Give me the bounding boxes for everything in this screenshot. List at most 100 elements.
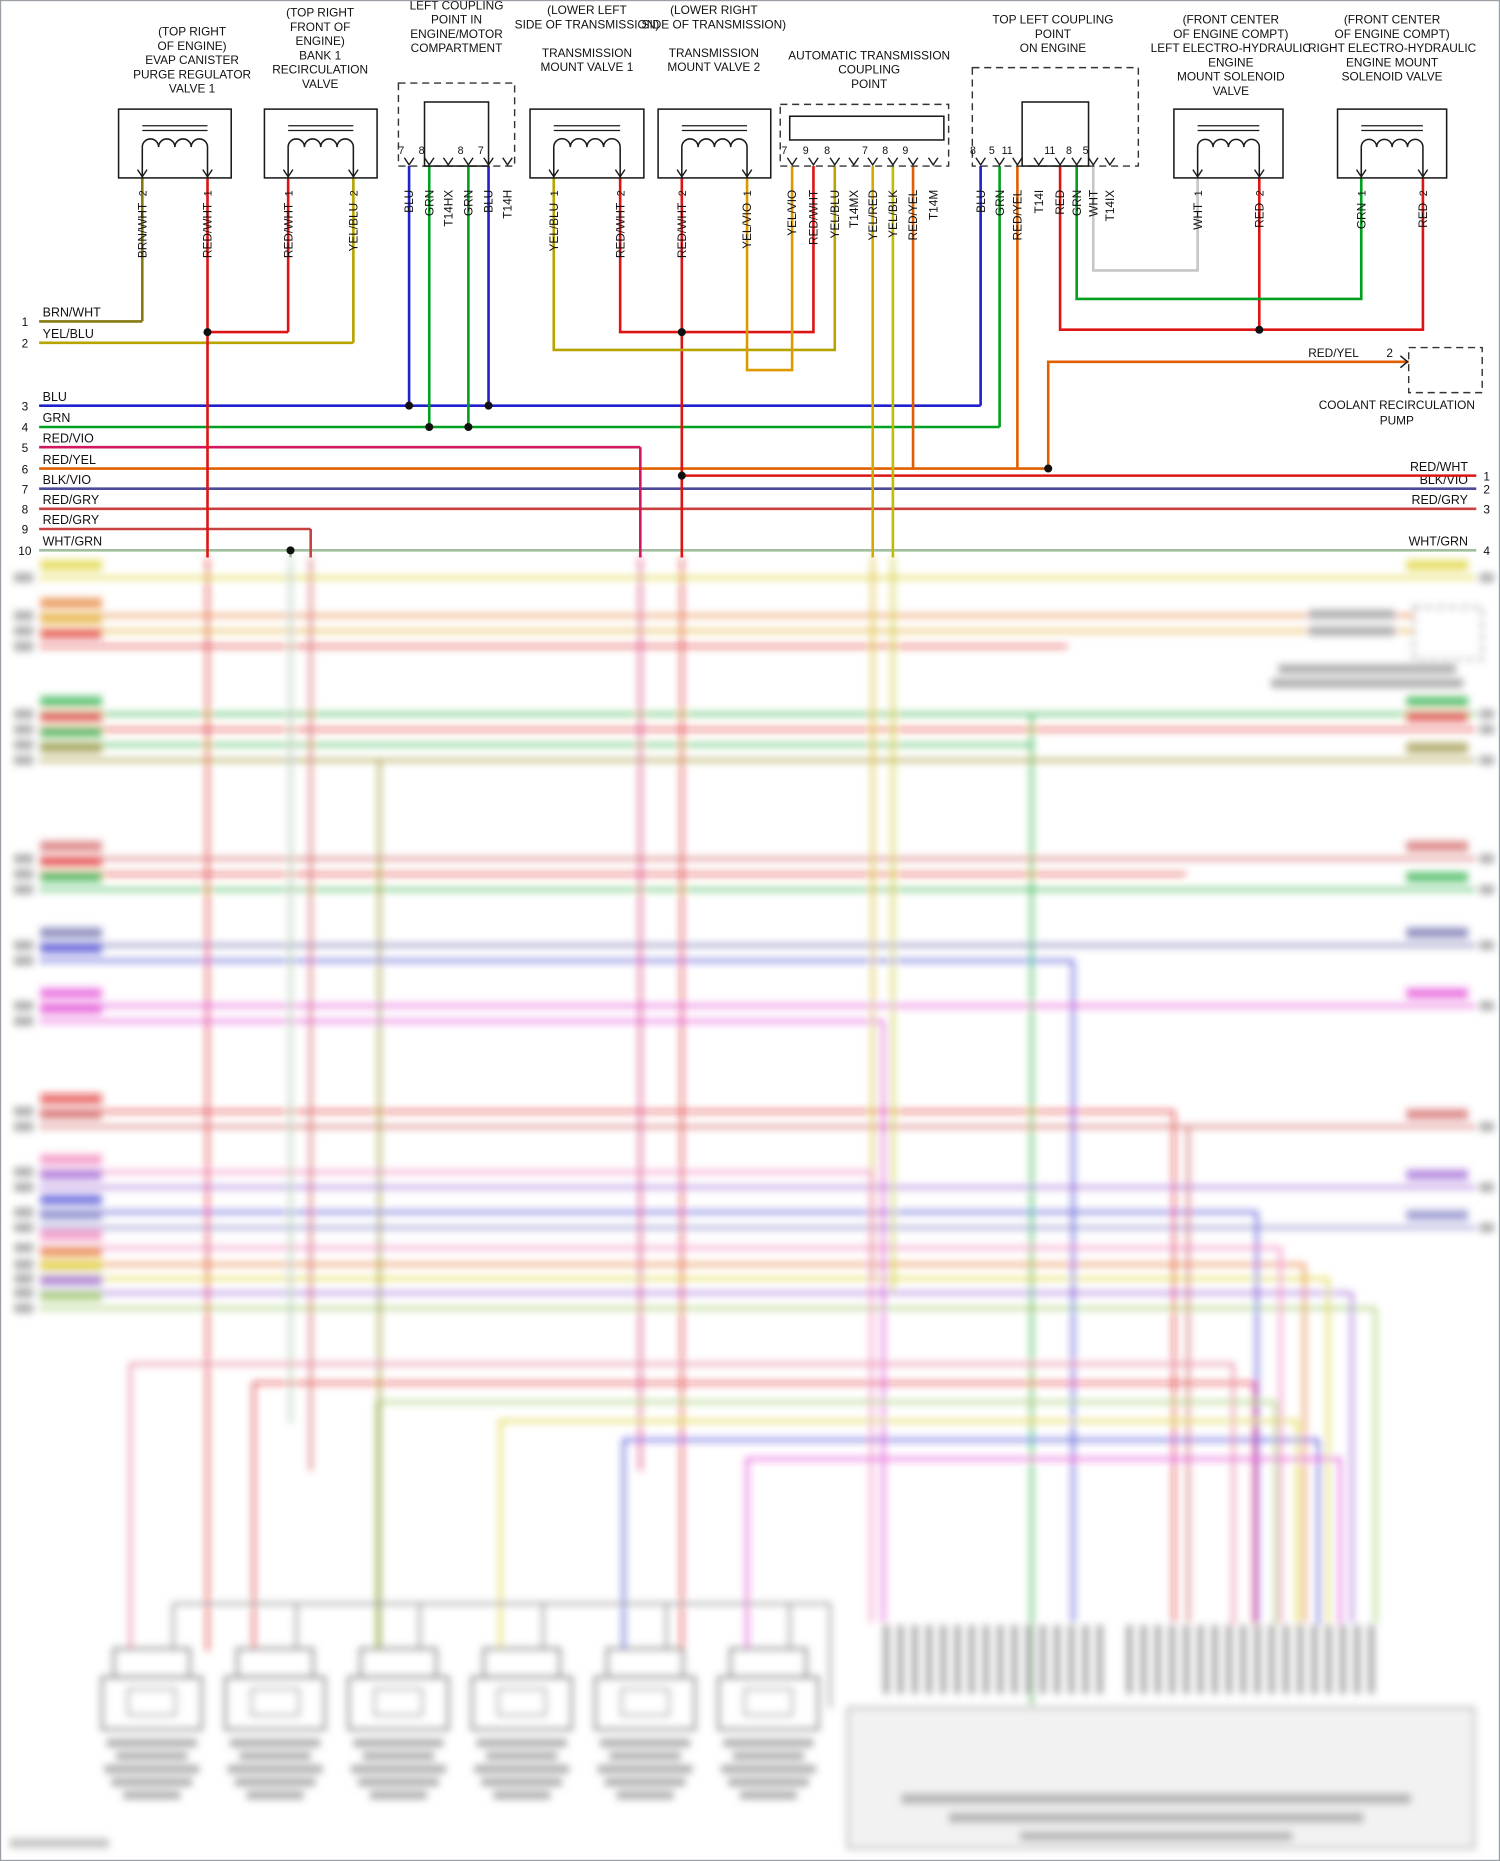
junction-dot	[484, 401, 493, 410]
blurred-label-smudge	[14, 610, 34, 621]
blurred-label-smudge	[14, 1122, 34, 1132]
pin-number: 8	[882, 145, 888, 157]
component-label: TRANSMISSION	[542, 46, 632, 60]
component-label: RECIRCULATION	[272, 63, 368, 77]
blurred-label-smudge	[14, 724, 34, 735]
wire	[552, 166, 837, 352]
junction-dot	[286, 546, 295, 555]
component-label: PUMP	[1380, 414, 1414, 428]
blurred-label-smudge	[476, 1738, 567, 1748]
coil-body-box	[224, 1675, 327, 1731]
blurred-label-smudge	[14, 755, 34, 766]
component-label: LEFT COUPLING	[410, 0, 504, 12]
blurred-label-smudge	[1406, 559, 1468, 571]
blurred-label-smudge	[40, 628, 102, 640]
connector-pin	[1339, 1624, 1346, 1694]
blurred-label-smudge	[1278, 664, 1457, 674]
coil-inner-box	[620, 1688, 670, 1716]
connector-pin	[1154, 1624, 1161, 1694]
component-label: TOP LEFT COUPLING	[992, 13, 1113, 27]
row-number: 2	[22, 337, 29, 351]
row-number: 4	[22, 421, 29, 435]
blurred-label-smudge	[40, 711, 102, 723]
coil-body-box	[347, 1675, 450, 1731]
coil-body-box	[100, 1675, 203, 1731]
blurred-label-smudge	[732, 1751, 804, 1761]
blurred-label-smudge	[1479, 1222, 1495, 1233]
blurred-wire	[499, 1419, 1299, 1649]
wire-color-label: GRN	[1070, 190, 1084, 216]
blurred-label-smudge	[40, 1109, 102, 1120]
junction-dot	[1255, 325, 1264, 334]
pin-number: 7	[478, 145, 484, 157]
connector-pin	[1311, 1624, 1318, 1694]
wire-color-label: GRN	[1354, 203, 1368, 229]
coil-symbol	[1196, 138, 1261, 148]
blurred-label-smudge	[14, 1243, 34, 1253]
wire-color-label: GRN	[43, 411, 71, 425]
component-label: POINT	[851, 77, 887, 91]
wire-color-label: WHT/GRN	[43, 535, 102, 549]
row-number: 8	[22, 503, 29, 517]
connector-pin	[940, 1624, 947, 1694]
pin-arrow-icon	[1012, 157, 1023, 167]
blurred-label-smudge	[123, 1791, 181, 1800]
wire-color-label: RED/YEL	[906, 189, 920, 240]
row-number: 9	[22, 523, 29, 537]
wire-color-label: BLU	[402, 190, 416, 213]
pin-arrow-icon	[403, 157, 415, 167]
blurred-label-smudge	[1479, 1001, 1495, 1011]
coupling-connector-box	[423, 101, 490, 167]
pin-arrow-icon	[1054, 157, 1066, 167]
pin-arrow-icon	[463, 157, 474, 167]
wire-color-label: RED	[1416, 203, 1430, 228]
coil-symbol	[141, 138, 209, 148]
connector-id-label: T14IX	[1103, 190, 1117, 222]
wire-color-label: RED/GRY	[43, 513, 100, 527]
component-label: POINT IN	[431, 13, 482, 27]
blurred-label-smudge	[369, 1791, 427, 1800]
row-number: 7	[22, 482, 29, 496]
pin-number: 7	[781, 145, 787, 157]
blurred-label-smudge	[234, 1777, 316, 1787]
blurred-label-smudge	[1479, 755, 1495, 766]
wire-color-label: BLU	[43, 390, 67, 404]
blurred-label-smudge	[14, 1273, 34, 1284]
wire-color-label: YEL/BLK	[886, 190, 900, 238]
ignition-coil	[224, 1647, 327, 1800]
component-box	[529, 108, 645, 179]
watermark-smudge	[9, 1838, 110, 1848]
blurred-wire	[129, 1362, 1235, 1649]
blurred-label-smudge	[720, 1764, 816, 1774]
ignition-coil	[100, 1647, 203, 1800]
component-label: SIDE OF TRANSMISSION)	[515, 17, 660, 31]
connector-id-label: T14H	[501, 190, 515, 219]
connector-pin	[1254, 1624, 1261, 1694]
wire-color-label: WHT	[1086, 190, 1100, 217]
component-label: TRANSMISSION	[669, 46, 759, 60]
blurred-label-smudge	[14, 1167, 34, 1177]
component-label: (LOWER RIGHT	[670, 3, 758, 17]
blurred-coupling-box	[1412, 606, 1483, 661]
blurred-label-smudge	[116, 1751, 188, 1761]
component-label: PURGE REGULATOR	[133, 67, 251, 81]
wire-color-label: YEL/VIO	[740, 203, 754, 249]
ignition-coil	[594, 1647, 697, 1800]
wire-color-label: RED/YEL	[1308, 346, 1359, 360]
blurred-label-smudge	[486, 1751, 558, 1761]
component-label: RIGHT ELECTRO-HYDRAULIC	[1308, 41, 1477, 55]
blurred-label-smudge	[1271, 678, 1464, 688]
pin-arrow-icon	[1355, 169, 1367, 179]
connector-id-label: T14MX	[847, 190, 861, 228]
blurred-label-smudge	[239, 1751, 311, 1761]
connector-pin	[1169, 1624, 1176, 1694]
blurred-label-smudge	[14, 1303, 34, 1314]
pin-arrow-icon	[1417, 169, 1429, 179]
connector-pin	[1226, 1624, 1233, 1694]
component-label: POINT	[1035, 27, 1071, 41]
blurred-label-smudge	[40, 1209, 102, 1221]
component-label: VALVE	[1213, 84, 1250, 98]
